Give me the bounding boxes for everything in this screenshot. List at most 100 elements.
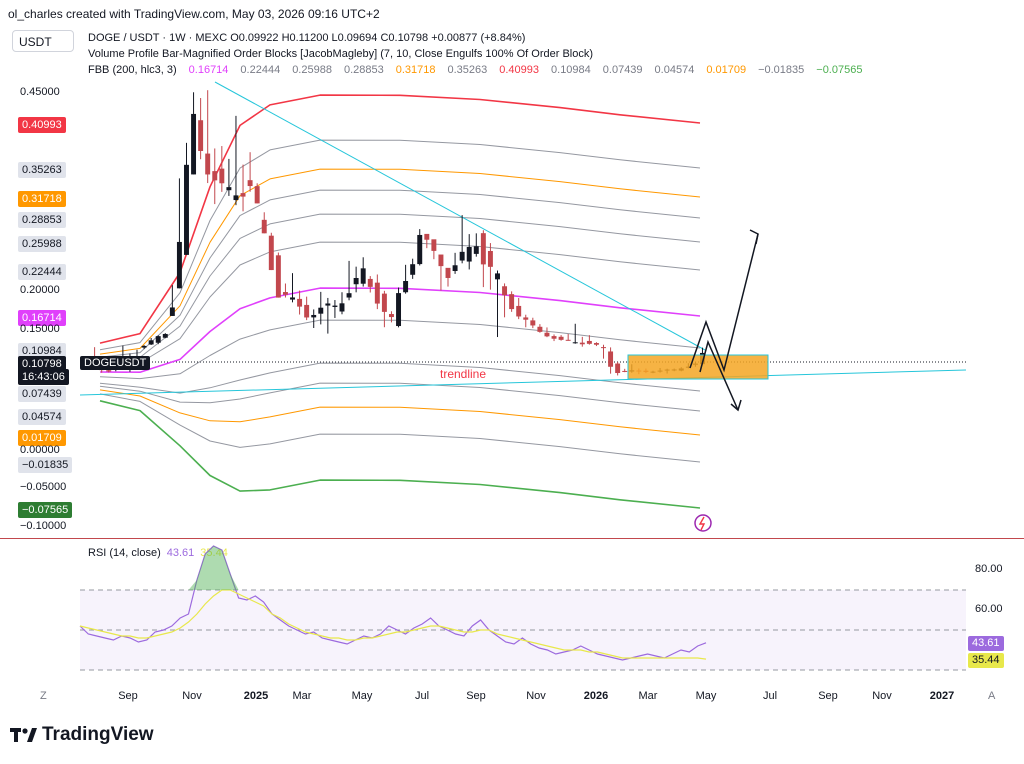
- candle-body: [530, 320, 536, 326]
- candle-body: [608, 351, 614, 367]
- candle-body: [254, 186, 260, 204]
- candle-body: [219, 168, 225, 184]
- rsi-chart[interactable]: [0, 540, 1024, 685]
- candle-body: [558, 336, 564, 340]
- rsi-title: RSI (14, close): [88, 547, 161, 559]
- band-0-04574: [99, 382, 701, 412]
- price-tag-14: −0.07565: [18, 502, 73, 518]
- indicator-legend: Volume Profile Bar-Magnified Order Block…: [88, 48, 594, 60]
- rsi-ma-line: [79, 589, 707, 660]
- candle-body: [466, 247, 472, 262]
- fbb-value-8: 0.07439: [602, 64, 643, 76]
- time-label-14: 2027: [929, 690, 955, 702]
- candle-body: [339, 303, 345, 312]
- candle-body: [247, 180, 253, 187]
- candle-body: [544, 332, 550, 337]
- time-label-13: Nov: [872, 690, 892, 702]
- candle-body: [226, 187, 232, 191]
- brand-logo: TradingView: [10, 724, 154, 746]
- candle-body: [495, 273, 500, 280]
- fbb-value-6: 0.40993: [499, 64, 540, 76]
- corner-left-z[interactable]: Z: [40, 690, 47, 702]
- candle-body: [523, 317, 529, 320]
- currency-button[interactable]: USDT: [12, 30, 74, 52]
- candle-body: [480, 233, 486, 265]
- candle-body: [473, 246, 479, 254]
- price-tag-4: 0.25988: [18, 236, 66, 252]
- fbb-value-3: 0.28853: [343, 64, 384, 76]
- candle-body: [176, 241, 182, 289]
- price-tag-13: −0.01835: [18, 457, 73, 473]
- symbol-tag: DOGEUSDT: [80, 356, 151, 370]
- middle-band: [99, 287, 701, 373]
- candle-body: [346, 293, 352, 298]
- candle-body: [325, 303, 331, 306]
- candle-body: [212, 171, 218, 181]
- rsi-axis-80: 80.00: [975, 563, 1003, 575]
- bullish-projection-arrow: [689, 233, 759, 373]
- candle-body: [487, 250, 493, 267]
- descending-trendline: [214, 81, 706, 351]
- candle-body: [353, 277, 359, 285]
- candle-body: [403, 281, 409, 293]
- corner-right-a[interactable]: A: [988, 690, 996, 702]
- candle-body: [297, 298, 303, 307]
- trendline-label: trendline: [440, 367, 487, 381]
- candle-body: [537, 326, 543, 332]
- candle-body: [381, 293, 387, 312]
- candle-body: [622, 370, 628, 372]
- band-0-10984: [99, 319, 701, 380]
- fbb-value-12: −0.07565: [816, 64, 863, 76]
- candle-body: [396, 293, 402, 327]
- rsi-value: 43.61: [166, 547, 195, 559]
- band-0-01709: [99, 389, 701, 436]
- rsi-axis-60: 60.00: [975, 603, 1003, 615]
- candle-body: [205, 153, 211, 175]
- fbb-value-0: 0.16714: [188, 64, 229, 76]
- candle-body: [410, 264, 416, 275]
- price-tag-10: 0.07439: [18, 386, 66, 402]
- candle-body: [261, 219, 267, 234]
- tradingview-logo-icon: [10, 728, 37, 742]
- candle-body: [565, 339, 571, 341]
- fbb-value-7: 0.10984: [551, 64, 591, 76]
- brand-name: TradingView: [42, 724, 154, 745]
- candle-body: [445, 267, 451, 278]
- fbb-value-4: 0.31718: [395, 64, 436, 76]
- candle-body: [572, 342, 578, 344]
- price-tag-0: 0.40993: [18, 117, 66, 133]
- bearish-arrow-head: [730, 399, 742, 412]
- time-label-8: 2026: [583, 690, 609, 702]
- candle-body: [579, 342, 585, 345]
- price-tag-8: 0.10798: [18, 356, 66, 372]
- candle-body: [106, 370, 112, 372]
- candle-body: [290, 297, 295, 300]
- time-label-0: Sep: [118, 690, 138, 702]
- pane-divider[interactable]: [0, 538, 1024, 539]
- time-label-2: 2025: [243, 690, 269, 702]
- rsi-value-tag: 43.61: [968, 636, 1004, 651]
- time-label-11: Jul: [762, 690, 778, 702]
- price-axis-label-3: 0.00000: [20, 444, 60, 456]
- time-label-3: Mar: [292, 690, 312, 702]
- lower-band: [99, 400, 701, 509]
- time-label-4: May: [351, 690, 373, 702]
- order-block-box: [627, 354, 769, 380]
- price-tag-9: 16:43:06: [18, 369, 69, 385]
- candle-body: [509, 294, 515, 310]
- candle-body: [438, 254, 444, 267]
- rsi-line: [79, 545, 707, 661]
- price-tag-5: 0.22444: [18, 264, 66, 280]
- candle-body: [615, 363, 621, 374]
- candle-body: [275, 255, 281, 298]
- candle-body: [601, 347, 606, 349]
- bearish-projection-arrow: [699, 339, 739, 411]
- price-tag-6: 0.16714: [18, 310, 66, 326]
- band-0-35263: [99, 139, 701, 351]
- price-tag-11: 0.04574: [18, 409, 66, 425]
- band-0-25988: [99, 213, 701, 362]
- price-chart[interactable]: [0, 75, 1024, 540]
- candle-body: [268, 235, 274, 271]
- candle-body: [516, 305, 522, 317]
- attribution-text: ol_charles created with TradingView.com,…: [8, 7, 380, 21]
